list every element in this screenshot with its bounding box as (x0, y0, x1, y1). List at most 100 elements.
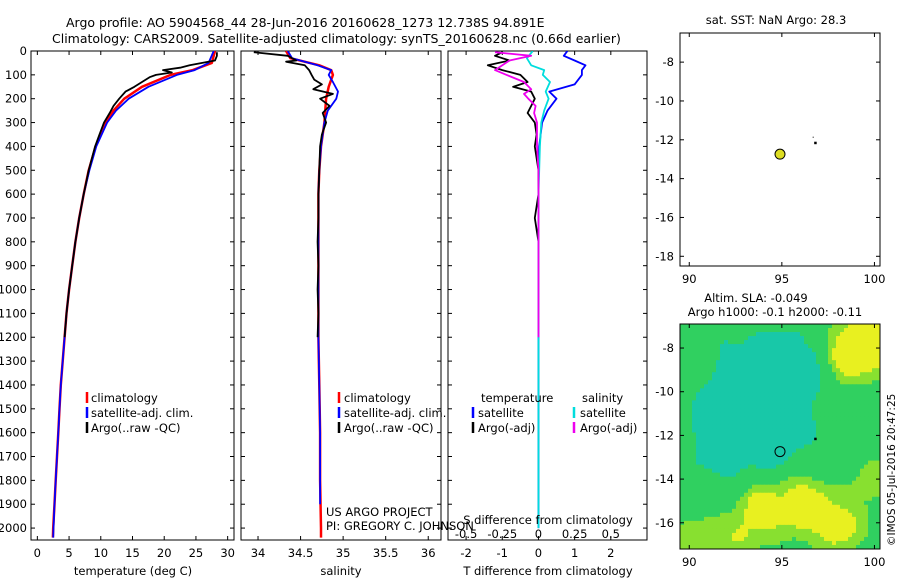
heatmap-cell (852, 524, 857, 530)
heatmap-cell (720, 532, 725, 538)
heatmap-cell (832, 488, 837, 494)
heatmap-cell (816, 468, 821, 474)
heatmap-cell (756, 500, 761, 506)
heatmap-cell (780, 396, 785, 401)
heatmap-cell (872, 352, 877, 357)
heatmap-cell (772, 388, 777, 393)
heatmap-cell (716, 528, 721, 534)
heatmap-cell (808, 396, 813, 401)
heatmap-cell (780, 408, 785, 413)
heatmap-cell (744, 456, 749, 462)
heatmap-cell (864, 436, 869, 441)
heatmap-cell (804, 452, 809, 457)
heatmap-cell (788, 348, 793, 353)
heatmap-cell (876, 352, 880, 357)
heatmap-cell (864, 368, 869, 373)
heatmap-cell (728, 512, 733, 518)
heatmap-cell (744, 436, 749, 441)
heatmap-cell (796, 476, 801, 482)
heatmap-cell (796, 440, 801, 445)
heatmap-cell (764, 424, 769, 429)
heatmap-cell (876, 360, 880, 365)
heatmap-cell (708, 520, 713, 526)
heatmap-cell (744, 484, 749, 490)
heatmap-cell (796, 388, 801, 393)
map-y-tick-label: -8 (663, 341, 674, 355)
heatmap-cell (872, 540, 877, 546)
heatmap-cell (704, 412, 709, 417)
heatmap-cell (792, 412, 797, 417)
heatmap-cell (724, 356, 729, 361)
heatmap-cell (724, 376, 729, 381)
heatmap-cell (784, 428, 789, 433)
heatmap-cell (704, 396, 709, 401)
heatmap-cell (760, 380, 765, 385)
heatmap-cell (856, 324, 861, 329)
heatmap-cell (868, 460, 873, 466)
heatmap-cell (772, 424, 777, 429)
heatmap-cell (764, 496, 769, 502)
heatmap-cell (836, 460, 841, 466)
heatmap-cell (832, 464, 837, 470)
heatmap-cell (864, 392, 869, 397)
heatmap-cell (780, 432, 785, 437)
heatmap-cell (712, 528, 717, 534)
heatmap-cell (708, 496, 713, 502)
heatmap-cell (808, 368, 813, 373)
heatmap-cell (836, 452, 841, 457)
heatmap-cell (728, 392, 733, 397)
heatmap-cell (760, 352, 765, 357)
heatmap-cell (744, 448, 749, 453)
heatmap-cell (716, 408, 721, 413)
heatmap-cell (876, 344, 880, 349)
heatmap-cell (680, 360, 685, 365)
heatmap-cell (712, 484, 717, 490)
heatmap-cell (760, 512, 765, 518)
heatmap-cell (744, 536, 749, 542)
heatmap-cell (804, 440, 809, 445)
heatmap-cell (848, 436, 853, 441)
heatmap-cell (724, 344, 729, 349)
heatmap-cell (776, 520, 781, 526)
heatmap-cell (860, 528, 865, 534)
heatmap-cell (848, 368, 853, 373)
heatmap-cell (732, 492, 737, 498)
heatmap-cell (700, 484, 705, 490)
heatmap-cell (856, 532, 861, 538)
heatmap-cell (772, 464, 777, 470)
heatmap-cell (692, 328, 697, 333)
heatmap-cell (820, 388, 825, 393)
heatmap-cell (772, 516, 777, 522)
heatmap-cell (800, 432, 805, 437)
heatmap-cell (828, 436, 833, 441)
heatmap-cell (768, 356, 773, 361)
heatmap-cell (820, 440, 825, 445)
x-tick-label: 0 (535, 546, 542, 560)
heatmap-cell (872, 520, 877, 526)
heatmap-cell (800, 512, 805, 518)
heatmap-cell (720, 404, 725, 409)
heatmap-cell (692, 536, 697, 542)
heatmap-cell (772, 332, 777, 337)
heatmap-cell (724, 380, 729, 385)
heatmap-cell (824, 500, 829, 506)
heatmap-cell (840, 392, 845, 397)
heatmap-cell (864, 452, 869, 457)
heatmap-cell (764, 472, 769, 478)
heatmap-cell (724, 448, 729, 453)
heatmap-cell (808, 528, 813, 534)
heatmap-cell (744, 396, 749, 401)
heatmap-cell (824, 356, 829, 361)
heatmap-cell (836, 528, 841, 534)
heatmap-cell (828, 388, 833, 393)
heatmap-cell (804, 324, 809, 329)
heatmap-cell (776, 500, 781, 506)
heatmap-cell (820, 324, 825, 329)
heatmap-cell (692, 408, 697, 413)
heatmap-cell (732, 452, 737, 457)
heatmap-cell (684, 376, 689, 381)
x-tick-label: 2 (607, 546, 614, 560)
heatmap-cell (752, 484, 757, 490)
heatmap-cell (740, 460, 745, 466)
heatmap-cell (812, 340, 817, 345)
